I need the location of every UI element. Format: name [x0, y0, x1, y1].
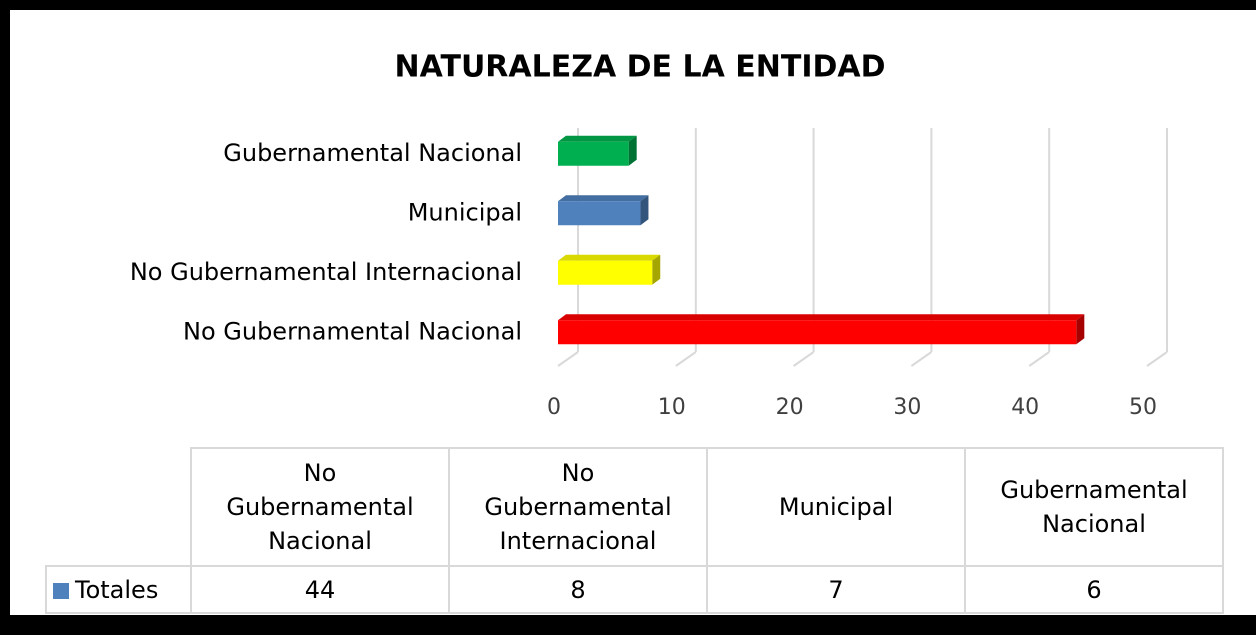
x-tick-label: 10: [658, 395, 686, 420]
bar-top: [558, 254, 661, 261]
bar-side: [652, 254, 661, 285]
table-value: 7: [706, 565, 966, 614]
bar: [558, 260, 653, 285]
bar-top: [558, 195, 649, 202]
grid-line-floor: [675, 351, 697, 367]
x-tick-label: 50: [1129, 395, 1157, 420]
y-tick-label: Municipal: [408, 198, 522, 226]
x-tick-label: 30: [893, 395, 921, 420]
grid-line-floor: [910, 351, 932, 367]
y-tick-label: No Gubernamental Nacional: [183, 317, 522, 345]
table-value: 6: [964, 565, 1224, 614]
legend-cell: Totales: [45, 565, 192, 614]
legend-label: Totales: [75, 575, 159, 604]
table-header: No Gubernamental Internacional: [448, 447, 708, 567]
chart-title: NATURALEZA DE LA ENTIDAD: [394, 50, 885, 85]
bar: [558, 320, 1077, 345]
bar-top: [558, 135, 637, 142]
bar: [558, 141, 629, 166]
table-header: Gubernamental Nacional: [964, 447, 1224, 567]
blank-cell: [46, 448, 191, 566]
x-tick-label: 0: [547, 395, 561, 420]
x-tick-label: 40: [1011, 395, 1039, 420]
table-value: 44: [190, 565, 450, 614]
table-header: No Gubernamental Nacional: [190, 447, 450, 567]
bar-side: [628, 135, 637, 166]
legend-key: [53, 582, 69, 599]
x-tick-label: 20: [776, 395, 804, 420]
bar-top: [558, 314, 1085, 321]
y-tick-label: Gubernamental Nacional: [223, 139, 522, 167]
bar-side: [640, 195, 649, 226]
y-tick-label: No Gubernamental Internacional: [130, 258, 522, 286]
grid-line-floor: [793, 351, 815, 367]
table-header: Municipal: [706, 447, 966, 567]
grid-line-floor: [1146, 351, 1168, 367]
grid-line-floor: [557, 351, 579, 367]
table-value: 8: [448, 565, 708, 614]
grid-line-floor: [1028, 351, 1050, 367]
bar: [558, 201, 641, 226]
bar-side: [1076, 314, 1085, 345]
data-table: No Gubernamental Nacional No Gubernamenta…: [45, 447, 1224, 614]
